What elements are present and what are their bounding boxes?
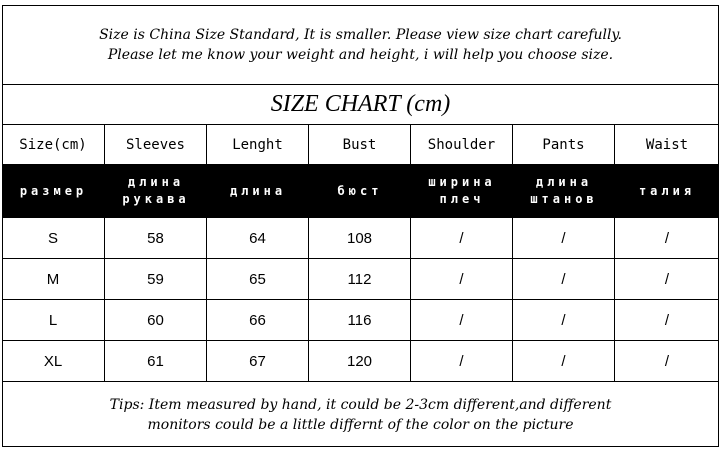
note-line-2: Please let me know your weight and heigh… (107, 46, 614, 63)
table-cell: L (2, 300, 105, 340)
size-note: Size is China Size Standard, It is small… (2, 5, 719, 85)
table-row: XL 61 67 120// / (2, 341, 719, 382)
header-waist: Waist (645, 136, 689, 153)
table-cell: 108 (309, 218, 411, 258)
header-shoulder: Shoulder (411, 125, 513, 164)
header-pants: Pants (513, 125, 615, 164)
table-cell: 112 (309, 259, 411, 299)
tips-line-1: Tips: Item measured by hand, it could be… (109, 396, 612, 413)
table-cell: 66 (207, 300, 309, 340)
header-ru-pants: длина штанов (530, 175, 598, 206)
table-cell: / (513, 341, 615, 381)
size-chart-frame (2, 5, 719, 447)
tips-line-2: monitors could be a little differnt of t… (147, 416, 574, 433)
header-size: Size(cm) (2, 125, 105, 164)
table-cell: 116 (309, 300, 411, 340)
header-ru-shoulder: ширина плеч (428, 175, 496, 206)
table-cell: 60 (105, 300, 207, 340)
table-row: M 59 65 112// / (2, 259, 719, 300)
table-cell: M (2, 259, 105, 299)
header-row: Size(cm) Sleeves Lenght Bust Shoulder Pa… (2, 125, 719, 165)
note-line-1: Size is China Size Standard, It is small… (99, 26, 622, 43)
header-ru-size: размер (19, 183, 88, 198)
table-cell: / (664, 270, 670, 288)
table-cell: 120 (309, 341, 411, 381)
table-cell: / (513, 218, 615, 258)
header-row-russian: размер длина рукава длина бюст ширина пл… (2, 165, 719, 218)
table-cell: S (2, 218, 105, 258)
table-cell: / (411, 300, 513, 340)
table-cell: XL (2, 341, 105, 381)
table-cell: 67 (207, 341, 309, 381)
table-cell: 61 (105, 341, 207, 381)
header-sleeves: Sleeves (105, 125, 207, 164)
header-bust: Bust (309, 125, 411, 164)
header-length: Lenght (207, 125, 309, 164)
table-row: S 58 64 108// / (2, 218, 719, 259)
table-cell: 59 (105, 259, 207, 299)
table-cell: / (411, 259, 513, 299)
table-cell: / (411, 341, 513, 381)
table-cell: / (664, 352, 670, 370)
chart-title: SIZE CHART (cm) (2, 85, 719, 125)
table-cell: / (513, 259, 615, 299)
table-cell: / (513, 300, 615, 340)
header-ru-length: длина (229, 183, 287, 198)
table-cell: / (664, 311, 670, 329)
header-ru-bust: бюст (337, 183, 383, 198)
table-cell: / (411, 218, 513, 258)
table-row: L 60 66 116// / (2, 300, 719, 341)
tips: Tips: Item measured by hand, it could be… (2, 382, 719, 447)
table-cell: 64 (207, 218, 309, 258)
header-ru-sleeves: длина рукава (122, 175, 190, 206)
table-cell: / (664, 229, 670, 247)
table-cell: 65 (207, 259, 309, 299)
table-cell: 58 (105, 218, 207, 258)
header-ru-waist: талия (638, 183, 696, 198)
